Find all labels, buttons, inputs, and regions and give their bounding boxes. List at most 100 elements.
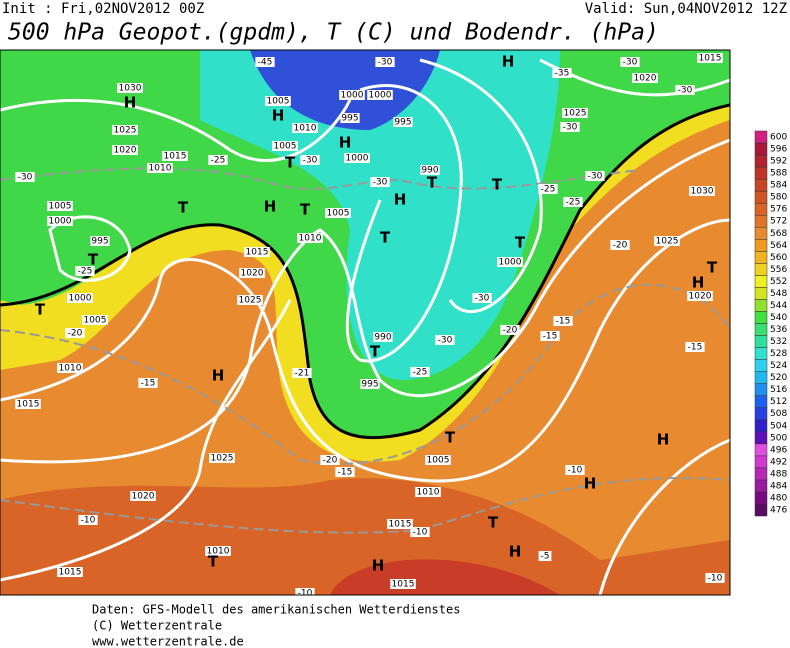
- contour-label: -30: [678, 86, 693, 96]
- label-box: [320, 455, 340, 465]
- pressure-center: H: [264, 198, 277, 216]
- colorbar-swatch: [754, 287, 768, 300]
- colorbar-swatch: [754, 383, 768, 396]
- colorbar-swatch: [754, 142, 768, 156]
- colorbar-label: 532: [770, 337, 787, 347]
- colorbar-label: 580: [770, 193, 787, 203]
- contour-label: 1025: [656, 237, 679, 247]
- contour-label: 1010: [149, 164, 172, 174]
- label-box: [65, 328, 85, 338]
- label-box: [239, 268, 265, 278]
- contour-label: 1025: [564, 109, 587, 119]
- contour-label: 1000: [346, 154, 369, 164]
- field-red: [330, 559, 560, 595]
- contour-label: 1010: [417, 488, 440, 498]
- contour-label: -25: [413, 368, 428, 378]
- colorbar-swatch: [754, 202, 768, 216]
- init-time: Init : Fri,02NOV2012 00Z: [2, 1, 204, 17]
- contour-label: -45: [258, 58, 273, 68]
- pressure-center: T: [370, 343, 381, 361]
- colorbar-label: 480: [770, 493, 787, 503]
- contour-label: -10: [708, 574, 723, 584]
- colorbar-swatch: [754, 479, 768, 493]
- label-box: [705, 573, 725, 583]
- label-box: [15, 399, 41, 409]
- label-box: [538, 184, 558, 194]
- label-box: [147, 163, 173, 173]
- contour-label: -10: [298, 589, 313, 599]
- contour-label: 1015: [699, 54, 722, 64]
- colorbar-label: 484: [770, 481, 787, 491]
- contour-label: 1015: [59, 568, 82, 578]
- colorbar-label: 572: [770, 217, 787, 227]
- colorbar-label: 476: [770, 506, 787, 516]
- contour-label: 1030: [691, 187, 714, 197]
- colorbar-label: 528: [770, 349, 787, 359]
- label-box: [585, 171, 605, 181]
- colorbar-label: 504: [770, 421, 787, 431]
- colorbar-label: 500: [770, 433, 787, 443]
- contour-label: 1005: [49, 202, 72, 212]
- colorbar-swatch: [754, 299, 768, 312]
- label-box: [344, 153, 370, 163]
- label-box: [208, 155, 228, 165]
- colorbar-swatch: [754, 431, 768, 445]
- contour-label: 1025: [211, 454, 234, 464]
- colorbar-label: 536: [770, 325, 787, 335]
- colorbar-label: 524: [770, 361, 787, 371]
- pressure-center: H: [124, 94, 137, 112]
- map: 1030H1025102010151010-25-3010051000T995T…: [0, 50, 730, 599]
- label-box: [292, 123, 318, 133]
- colorbar-swatch: [754, 407, 768, 421]
- contour-label: 990: [374, 333, 391, 343]
- label-box: [370, 177, 390, 187]
- colorbar-swatch: [754, 263, 768, 276]
- pressure-center: T: [427, 174, 438, 192]
- contour-label: 1020: [132, 492, 155, 502]
- colorbar-swatch: [754, 503, 768, 517]
- colorbar-label: 544: [770, 301, 787, 311]
- label-box: [335, 467, 355, 477]
- contour-label: 1010: [299, 234, 322, 244]
- colorbar-swatch: [754, 347, 768, 360]
- pressure-center: H: [212, 367, 225, 385]
- contour-label: 1020: [241, 269, 264, 279]
- label-box: [367, 90, 393, 100]
- label-box: [689, 186, 715, 196]
- pressure-center: H: [509, 543, 522, 561]
- label-box: [410, 367, 430, 377]
- contour-label: -30: [475, 294, 490, 304]
- label-box: [697, 53, 723, 63]
- label-box: [130, 491, 156, 501]
- colorbar: 476 480 484 488 492 496 500 504 508 512 516 520 524 5…: [754, 130, 787, 517]
- pressure-center: T: [35, 301, 46, 319]
- map-labels: 1030H1025102010151010-25-3010051000T995T…: [15, 53, 725, 599]
- pressure-center: H: [657, 431, 670, 449]
- colorbar-label: 516: [770, 385, 787, 395]
- colorbar-swatch: [754, 251, 768, 264]
- pressure-center: H: [584, 475, 597, 493]
- contour-label: 1000: [49, 217, 72, 227]
- contour-label: 1005: [267, 97, 290, 107]
- contour-label: -10: [568, 466, 583, 476]
- label-box: [654, 236, 680, 246]
- label-box: [620, 57, 640, 67]
- contour-label: 1025: [114, 126, 137, 136]
- label-box: [162, 151, 188, 161]
- contour-label: 1010: [294, 124, 317, 134]
- label-box: [112, 125, 138, 135]
- colorbar-swatch: [754, 178, 768, 192]
- contour-label: -30: [563, 123, 578, 133]
- label-box: [420, 165, 440, 175]
- label-box: [375, 57, 395, 67]
- label-box: [415, 487, 441, 497]
- label-box: [610, 240, 630, 250]
- label-box: [265, 96, 291, 106]
- label-box: [297, 233, 323, 243]
- colorbar-swatch: [754, 166, 768, 180]
- label-box: [472, 293, 492, 303]
- label-box: [47, 201, 73, 211]
- valid-time: Valid: Sun,04NOV2012 12Z: [585, 1, 787, 17]
- contour-label: -30: [373, 178, 388, 188]
- isobars: [0, 58, 730, 595]
